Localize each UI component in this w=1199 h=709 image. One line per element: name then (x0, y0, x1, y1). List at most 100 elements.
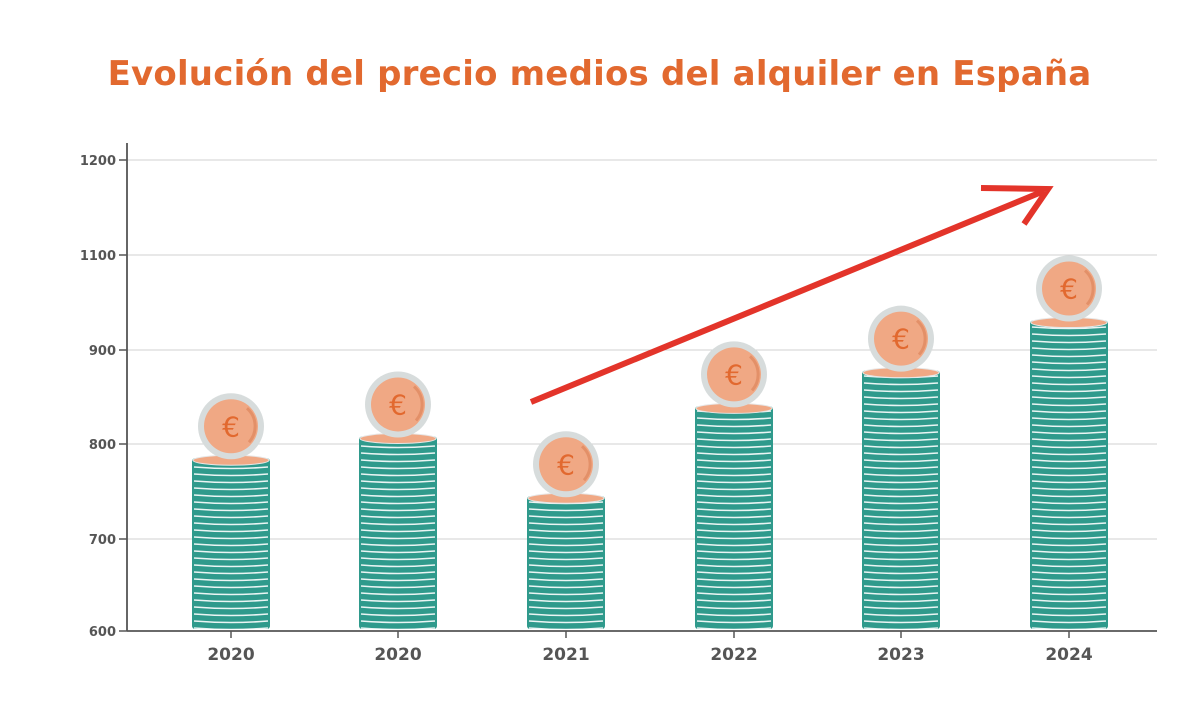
coin-edge (528, 606, 604, 610)
coin-edge (696, 515, 772, 519)
coin-edge (863, 522, 939, 526)
coin-edge (863, 557, 939, 561)
coin-face (539, 437, 593, 492)
coin-edge (1031, 368, 1107, 372)
coin-edge (1031, 627, 1107, 631)
coin-face (874, 311, 928, 366)
coin-edge (193, 473, 269, 477)
coin-edge (360, 599, 436, 603)
coin-edge (863, 529, 939, 533)
coin-edge (193, 501, 269, 505)
coin-edge (1031, 473, 1107, 477)
x-tick-label: 2024 (1045, 645, 1092, 665)
coin-edge (1031, 403, 1107, 407)
coin-edge (528, 585, 604, 589)
coin-edge (1031, 382, 1107, 386)
coin-edge (863, 536, 939, 540)
coin-edge (863, 620, 939, 624)
y-tick-label: 700 (89, 533, 116, 548)
coin-edge (863, 452, 939, 456)
coin-edge (696, 599, 772, 603)
coin-edge (528, 620, 604, 624)
coin-stack-bars: € € € € € € (192, 255, 1108, 631)
coin-edge (863, 585, 939, 589)
coin-edge (193, 606, 269, 610)
coin-edge (863, 473, 939, 477)
coin-edge (1031, 543, 1107, 547)
coin-edge (1031, 347, 1107, 351)
y-tick-label: 800 (89, 438, 116, 453)
coin-edge (528, 522, 604, 526)
coin-edge (528, 508, 604, 512)
x-tick-label: 2020 (374, 645, 421, 665)
coin-face (1042, 261, 1096, 316)
coin-edge (360, 487, 436, 491)
coin-edge (863, 410, 939, 414)
coin-edge (1031, 480, 1107, 484)
coin-edge (1031, 389, 1107, 393)
coin-edge (360, 473, 436, 477)
coin-edge (863, 466, 939, 470)
y-axis-ticks: 600 700 800 900 1100 1200 (80, 154, 127, 640)
coin-edge (1031, 487, 1107, 491)
coin-edge (863, 424, 939, 428)
coin-edge (193, 508, 269, 512)
coin-edge (193, 543, 269, 547)
coin-edge (1031, 494, 1107, 498)
coin-edge (528, 578, 604, 582)
coin-edge (528, 515, 604, 519)
y-tick-label: 1100 (80, 249, 116, 264)
coin-edge (696, 529, 772, 533)
coin-edge (696, 466, 772, 470)
coin-edge (1031, 410, 1107, 414)
coin-edge (528, 557, 604, 561)
x-tick-label: 2021 (542, 645, 589, 665)
coin-edge (360, 571, 436, 575)
coin-edge (696, 473, 772, 477)
coin-edge (696, 417, 772, 421)
coin-edge (1031, 501, 1107, 505)
coin-edge (193, 578, 269, 582)
coin-edge (193, 522, 269, 526)
euro-icon: € (725, 358, 743, 391)
coin-edge (863, 480, 939, 484)
stack-body (192, 458, 270, 629)
coin-edge (193, 550, 269, 554)
coin-edge (193, 564, 269, 568)
coin-edge (696, 606, 772, 610)
coin-edge (1031, 431, 1107, 435)
coin-edge (1031, 592, 1107, 596)
coin-edge (1031, 424, 1107, 428)
coin-edge (193, 557, 269, 561)
coin-edge (1031, 340, 1107, 344)
coin-edge (696, 543, 772, 547)
coin-edge (1031, 354, 1107, 358)
euro-icon: € (557, 448, 575, 481)
coin-edge (360, 480, 436, 484)
coin-edge (863, 396, 939, 400)
coin-edge (193, 571, 269, 575)
coin-edge (696, 536, 772, 540)
coin-edge (360, 536, 436, 540)
coin-edge (193, 592, 269, 596)
coin-edge (360, 508, 436, 512)
coin-stack-bar: € (695, 341, 773, 631)
chart-title: Evolución del precio medios del alquiler… (107, 54, 1092, 94)
stack-body (862, 370, 940, 629)
stack-body (527, 496, 605, 629)
coin-shade (915, 319, 927, 356)
x-tick-label: 2023 (877, 645, 924, 665)
coin-edge (696, 571, 772, 575)
coin-edge (193, 515, 269, 519)
coin-edge (360, 613, 436, 617)
coin-edge (1031, 333, 1107, 337)
coin-edge (696, 494, 772, 498)
coin-shade (748, 355, 760, 392)
trend-arrow-icon (529, 185, 1054, 405)
coin-edge (1031, 417, 1107, 421)
coin-edge (696, 585, 772, 589)
coin-edge (193, 627, 269, 631)
coin-edge (863, 613, 939, 617)
coin-edge (1031, 361, 1107, 365)
coin-face (371, 377, 425, 432)
